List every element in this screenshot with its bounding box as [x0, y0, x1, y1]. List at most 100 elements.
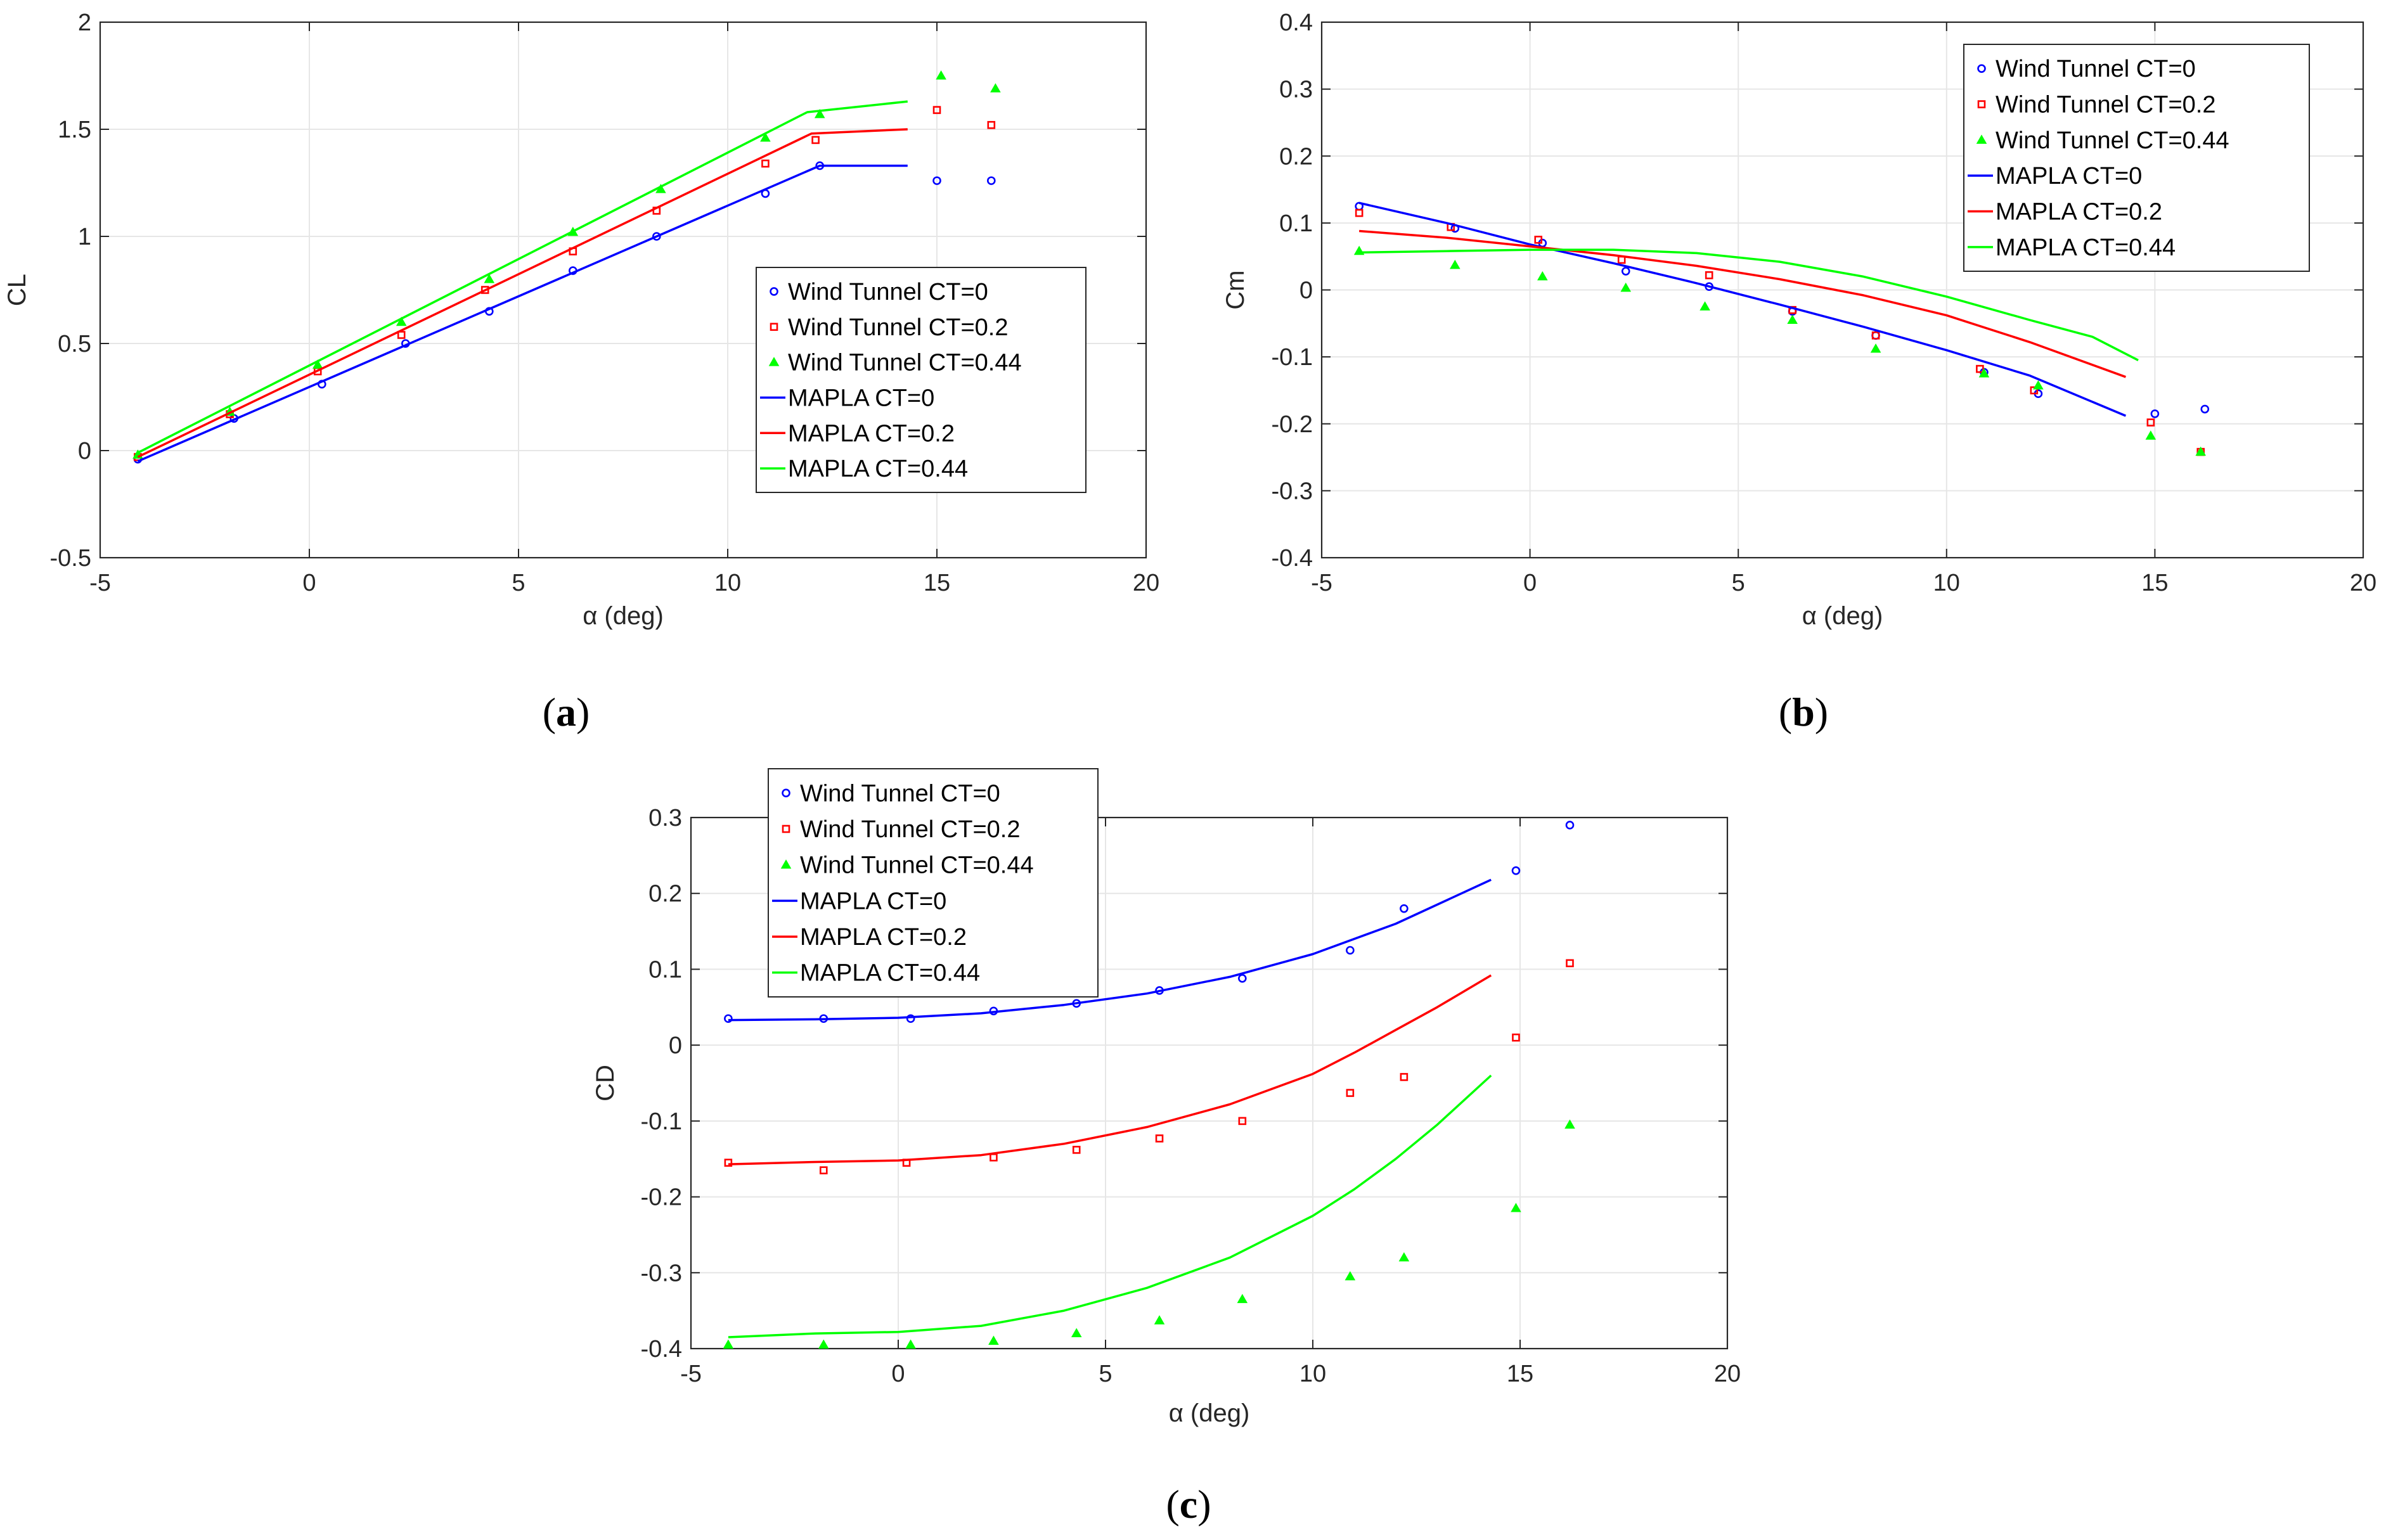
x-tick-label: 15: [2141, 570, 2168, 596]
legend-label: MAPLA CT=0.44: [800, 960, 980, 987]
data-point: [1511, 1203, 1521, 1212]
legend-label: MAPLA CT=0.2: [788, 420, 955, 447]
legend-box: [1963, 44, 2310, 272]
data-point: [1345, 1271, 1356, 1281]
legend-item: Wind Tunnel CT=0.2: [782, 816, 1020, 843]
data-point: [819, 1166, 828, 1174]
data-point: [1071, 1328, 1082, 1338]
legend-marker-swatch: [770, 323, 778, 331]
y-tick-label: -0.4: [1272, 545, 1313, 572]
data-point: [936, 70, 946, 80]
caption-paren-close: ): [1815, 690, 1828, 735]
data-point: [1705, 271, 1713, 279]
y-tick-label: -0.2: [1272, 411, 1313, 438]
y-tick-label: 1: [78, 224, 91, 250]
data-point: [2033, 380, 2044, 390]
legend-marker-swatch: [782, 788, 790, 798]
caption-paren-open: (: [543, 690, 556, 735]
y-tick-label: 0.4: [1279, 10, 1313, 36]
x-tick-label: 5: [1099, 1361, 1112, 1387]
legend-item: Wind Tunnel CT=0.44: [1976, 127, 2229, 154]
x-tick-label: 0: [302, 570, 316, 596]
data-point: [1534, 235, 1543, 244]
legend-item: MAPLA CT=0: [1968, 163, 2142, 189]
series-wind-tunnel-ct-0-2: [1355, 209, 2205, 456]
series-wind-tunnel-ct-0-2: [724, 959, 1574, 1174]
chart-panel-b: -5 0 5 10 15 20 -0.4 -0.3 -0.2 -0.1 0 0.1 0.2 0.3 0.4 α…: [1222, 10, 2376, 735]
data-point: [724, 1158, 733, 1167]
series-mapla-ct-0: [137, 164, 908, 463]
data-point: [1976, 364, 1984, 373]
panel-caption: (b): [1779, 690, 1828, 735]
data-point: [1400, 904, 1409, 913]
series-mapla-ct-0: [1358, 202, 2127, 417]
x-axis-label: α (deg): [583, 602, 664, 630]
legend-label: Wind Tunnel CT=0.44: [800, 852, 1034, 879]
y-tick-label: -0.1: [641, 1108, 682, 1135]
data-point: [2150, 409, 2160, 418]
y-axis-label: Cm: [1222, 270, 1249, 309]
legend-box: [756, 267, 1087, 493]
legend-marker-swatch: [768, 357, 780, 366]
y-tick-label: -0.3: [641, 1260, 682, 1287]
data-point: [1450, 259, 1461, 269]
legend-item: MAPLA CT=0.44: [772, 960, 980, 987]
legend-label: MAPLA CT=0.44: [788, 456, 968, 482]
legend-item: Wind Tunnel CT=0.44: [780, 852, 1034, 879]
legend: Wind Tunnel CT=0 Wind Tunnel CT=0.2 Wind T…: [756, 267, 1087, 493]
data-point: [1238, 973, 1247, 983]
panel-caption: (a): [543, 690, 590, 735]
series-mapla-ct-0: [728, 878, 1492, 1022]
data-point: [906, 1014, 915, 1023]
legend-label: Wind Tunnel CT=0.44: [1996, 127, 2229, 154]
y-axis-label: CL: [3, 274, 31, 306]
legend-label: MAPLA CT=0: [1996, 163, 2142, 189]
y-tick-label: -0.5: [50, 545, 91, 572]
y-tick-label: 1.5: [58, 117, 91, 143]
caption-letter: a: [556, 690, 576, 735]
data-point: [1154, 1315, 1165, 1325]
legend-label: MAPLA CT=0: [800, 888, 946, 914]
x-tick-label: 20: [1133, 570, 1159, 596]
x-tick-label: -5: [1311, 570, 1332, 596]
data-point: [1620, 282, 1632, 292]
legend-label: Wind Tunnel CT=0: [800, 780, 1000, 807]
data-point: [724, 1014, 733, 1023]
legend-label: MAPLA CT=0: [788, 385, 934, 411]
series-line: [1358, 202, 2127, 417]
caption-letter: c: [1180, 1482, 1197, 1527]
data-point: [1978, 368, 1990, 378]
legend-item: MAPLA CT=0.2: [772, 924, 967, 951]
series-line: [137, 100, 908, 454]
data-point: [1621, 267, 1630, 276]
legend-label: Wind Tunnel CT=0.2: [788, 314, 1008, 341]
legend-item: Wind Tunnel CT=0: [770, 279, 988, 305]
x-tick-label: 20: [2350, 570, 2376, 596]
axes-box: [690, 816, 1729, 1350]
data-point: [1564, 1119, 1575, 1129]
caption-paren-open: (: [1166, 1482, 1179, 1527]
data-point: [905, 1339, 916, 1349]
y-tick-label: 0.3: [648, 805, 682, 831]
data-point: [1237, 1293, 1248, 1304]
legend-label: Wind Tunnel CT=0: [1996, 56, 2196, 82]
data-point: [761, 159, 770, 168]
series-line: [1358, 229, 2126, 378]
legend-item: MAPLA CT=0.44: [1968, 234, 2176, 261]
y-tick-label: 0.1: [1279, 210, 1313, 237]
data-point: [2195, 446, 2206, 456]
x-tick-label: -5: [680, 1361, 702, 1387]
x-tick-label: 5: [1732, 570, 1745, 596]
legend-label: MAPLA CT=0.44: [1996, 234, 2176, 261]
data-point: [1699, 301, 1710, 311]
x-tick-label: 5: [512, 570, 525, 596]
x-tick-label: 10: [1933, 570, 1960, 596]
x-tick-label: 15: [1507, 1361, 1533, 1387]
data-point: [932, 106, 941, 114]
y-tick-label: 0.1: [648, 956, 682, 983]
data-point: [2030, 386, 2039, 395]
caption-letter: b: [1792, 690, 1815, 735]
data-point: [818, 1339, 829, 1349]
legend-item: Wind Tunnel CT=0.2: [1977, 92, 2215, 119]
